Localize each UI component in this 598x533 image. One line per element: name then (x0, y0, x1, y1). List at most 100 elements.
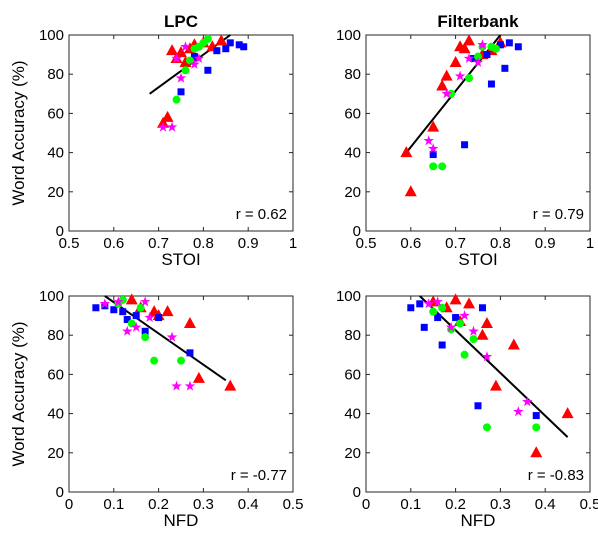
circle-point-3 (456, 319, 465, 328)
star-point-2 (171, 53, 182, 63)
correlation-annotation: r = -0.77 (231, 467, 287, 484)
y-tick-label: 60 (47, 105, 64, 122)
y-tick-label: 60 (344, 105, 361, 122)
x-tick-label: 0 (362, 496, 370, 513)
star-point-6 (166, 331, 178, 342)
star-point-6 (513, 406, 524, 417)
star-point-0 (423, 135, 434, 146)
triangle-point-8 (507, 338, 520, 350)
axes-frame (68, 295, 294, 493)
circle-point-4 (460, 350, 469, 359)
star-point-4 (463, 53, 475, 63)
y-tick-label: 80 (344, 66, 361, 83)
triangle-point-2 (449, 293, 462, 305)
star-point-0 (157, 121, 169, 132)
y-tick-label: 40 (344, 406, 361, 423)
star-point-5 (481, 351, 493, 362)
y-tick-label: 0 (56, 484, 64, 501)
x-axis-label: STOI (458, 250, 497, 269)
regression-line (419, 295, 569, 438)
star-point-4 (139, 296, 151, 307)
square-point-7 (240, 43, 248, 51)
triangle-series (400, 34, 507, 197)
square-point-3 (434, 314, 442, 322)
x-tick-label: 0.5 (59, 235, 80, 252)
circle-point-5 (469, 335, 478, 344)
circle-point-0 (429, 162, 438, 171)
square-point-6 (474, 402, 482, 410)
panel-title: LPC (164, 12, 198, 31)
y-axis-label: Word Accuracy (%) (9, 321, 28, 466)
square-point-5 (496, 41, 504, 49)
square-point-0 (177, 88, 185, 96)
triangle-point-1 (404, 185, 417, 197)
triangle-point-10 (561, 407, 574, 419)
square-point-1 (461, 141, 469, 149)
correlation-annotation: r = 0.79 (533, 206, 584, 223)
x-tick-label: 0.6 (400, 235, 421, 252)
triangle-point-4 (175, 46, 187, 58)
triangle-point-4 (463, 297, 476, 309)
star-series (423, 296, 533, 417)
star-point-8 (184, 380, 196, 391)
star-point-2 (445, 321, 457, 332)
square-point-5 (226, 39, 234, 47)
square-point-6 (501, 64, 509, 72)
x-axis-label: STOI (161, 250, 200, 269)
x-tick-label: 0.7 (445, 235, 466, 252)
square-point-8 (514, 43, 522, 51)
triangle-point-6 (480, 316, 493, 328)
star-point-5 (472, 56, 484, 67)
square-point-3 (213, 47, 221, 55)
panel-title: Filterbank (437, 12, 519, 31)
star-point-1 (427, 143, 439, 154)
triangle-point-6 (192, 371, 205, 383)
x-tick-label: 0.3 (490, 496, 511, 513)
star-point-7 (522, 396, 533, 407)
y-tick-label: 100 (39, 288, 64, 305)
square-point-7 (505, 39, 513, 47)
circle-point-0 (172, 95, 181, 104)
x-tick-label: 0.5 (580, 496, 598, 513)
triangle-series (427, 293, 574, 458)
star-point-0 (423, 298, 434, 309)
x-tick-label: 0.9 (535, 235, 556, 252)
square-point-7 (478, 304, 486, 312)
correlation-annotation: r = 0.62 (236, 206, 287, 223)
square-point-2 (470, 55, 478, 63)
correlation-annotation: r = -0.83 (528, 467, 584, 484)
circle-point-6 (482, 423, 491, 432)
circle-point-5 (150, 356, 159, 365)
square-point-2 (110, 306, 118, 314)
x-tick-label: 0.4 (238, 496, 259, 513)
y-tick-label: 100 (336, 288, 361, 305)
circle-point-1 (181, 66, 190, 75)
square-point-6 (235, 41, 243, 49)
scatter-panel-1: 0.5 0.6 0.7 0.8 0.9 1 0 20 40 60 80 100 LPC STOI Word … (9, 12, 297, 269)
y-tick-label: 0 (56, 223, 64, 240)
triangle-point-0 (125, 293, 138, 305)
square-point-4 (438, 341, 446, 349)
triangle-point-1 (161, 110, 174, 122)
y-tick-label: 20 (47, 184, 64, 201)
triangle-point-5 (183, 316, 196, 328)
triangle-point-7 (489, 379, 502, 391)
star-point-6 (193, 53, 205, 63)
star-series (423, 39, 488, 154)
circle-point-0 (429, 307, 438, 316)
square-point-2 (204, 66, 212, 74)
x-axis-label: NFD (461, 511, 496, 530)
square-point-0 (92, 304, 100, 312)
scatter-panel-2: 0.5 0.6 0.7 0.8 0.9 1 0 20 40 60 80 100 Filterbank ST… (336, 12, 594, 269)
x-axis-label: NFD (164, 511, 199, 530)
star-point-5 (189, 58, 200, 69)
square-point-6 (141, 327, 149, 335)
square-point-7 (155, 314, 163, 322)
circle-point-4 (474, 52, 482, 61)
square-point-5 (132, 312, 140, 320)
square-series (407, 300, 540, 420)
x-tick-label: 0.4 (535, 496, 556, 513)
square-point-4 (487, 80, 495, 88)
y-tick-label: 0 (353, 223, 361, 240)
